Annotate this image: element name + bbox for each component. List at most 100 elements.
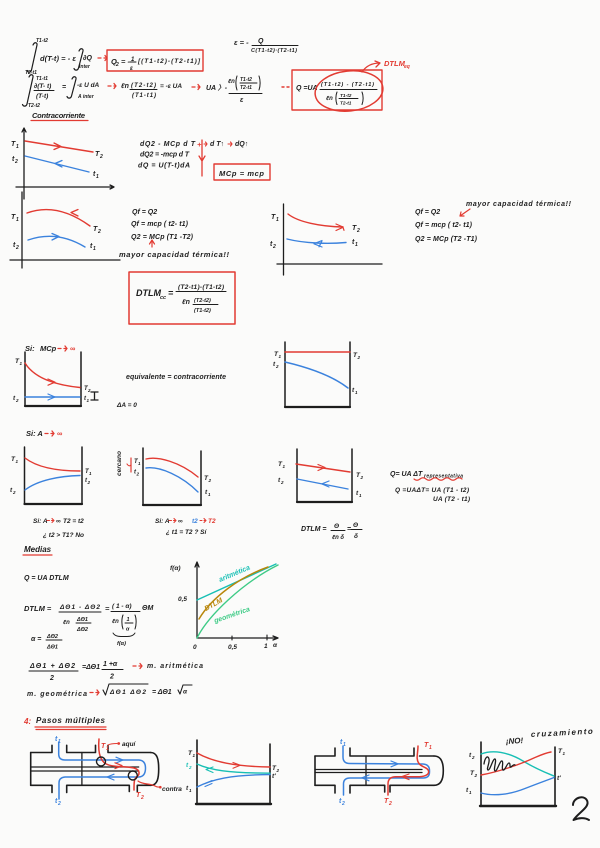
svg-text:MCp: MCp xyxy=(40,344,57,353)
svg-text:UA (T2 - t1): UA (T2 - t1) xyxy=(433,496,470,503)
svg-text:T: T xyxy=(274,351,279,358)
svg-text:1: 1 xyxy=(189,788,192,793)
svg-text:dQ2 - MCp d T: dQ2 - MCp d T xyxy=(140,141,196,148)
svg-text:2: 2 xyxy=(474,773,478,778)
svg-text:Pasos múltiples: Pasos múltiples xyxy=(36,716,106,725)
svg-text:t: t xyxy=(134,470,137,476)
svg-text:T: T xyxy=(558,748,563,755)
svg-text:mayor capacidad térmica!!: mayor capacidad térmica!! xyxy=(466,201,572,208)
svg-text:2: 2 xyxy=(87,480,91,485)
svg-text:T: T xyxy=(271,214,276,221)
svg-text:1: 1 xyxy=(96,174,99,180)
svg-text:2: 2 xyxy=(99,154,103,160)
svg-text:ΔΘ2: ΔΘ2 xyxy=(76,627,88,633)
svg-text:1: 1 xyxy=(355,390,358,395)
svg-text:1: 1 xyxy=(127,617,130,623)
svg-text:Θ: Θ xyxy=(334,523,339,530)
svg-text:UA 〉-: UA 〉- xyxy=(206,83,228,92)
svg-text:Si: A: Si: A xyxy=(26,429,43,438)
svg-text:¿ t1 = T2 ? Sí: ¿ t1 = T2 ? Sí xyxy=(166,529,207,536)
svg-text:∞: ∞ xyxy=(70,344,75,353)
svg-text:1: 1 xyxy=(131,57,135,63)
svg-text:dQ = U(T-t)dA: dQ = U(T-t)dA xyxy=(138,163,190,170)
svg-text:ℓn: ℓn xyxy=(326,96,333,102)
svg-text:∞: ∞ xyxy=(178,518,183,525)
svg-text:mayor capacidad térmica!!: mayor capacidad térmica!! xyxy=(119,250,230,259)
svg-text:ℓn: ℓn xyxy=(112,619,119,625)
svg-text:T: T xyxy=(272,765,277,772)
svg-text:=: = xyxy=(105,604,110,613)
svg-text:Qf = mcp ( t2- t1): Qf = mcp ( t2- t1) xyxy=(131,221,189,228)
svg-text:contra: contra xyxy=(162,786,182,793)
svg-text:2: 2 xyxy=(136,472,140,477)
svg-text:-ε U dA: -ε U dA xyxy=(77,82,100,89)
svg-text:t: t xyxy=(93,171,96,178)
svg-text:1: 1 xyxy=(93,246,96,252)
svg-text:T1-t1: T1-t1 xyxy=(36,76,48,82)
svg-text:(T2-t2): (T2-t2) xyxy=(131,83,156,89)
svg-text:2: 2 xyxy=(208,478,212,483)
svg-text:2: 2 xyxy=(109,674,114,681)
svg-text:t2: t2 xyxy=(192,518,198,525)
svg-text:t: t xyxy=(12,156,15,163)
svg-text:T: T xyxy=(384,798,389,805)
svg-text:t: t xyxy=(205,489,208,496)
svg-text:1: 1 xyxy=(343,742,346,748)
svg-text:2: 2 xyxy=(97,229,101,235)
svg-text:ΔΘ2: ΔΘ2 xyxy=(46,634,58,640)
svg-text:1: 1 xyxy=(276,217,279,223)
svg-text:t: t xyxy=(270,241,273,248)
svg-text:T: T xyxy=(95,151,100,158)
svg-text:ℓn: ℓn xyxy=(181,299,190,306)
svg-text:t: t xyxy=(13,242,16,249)
svg-text:+: + xyxy=(197,140,202,149)
svg-text:1: 1 xyxy=(563,751,566,756)
svg-text:inter: inter xyxy=(79,64,91,70)
svg-text:ΔΘ1: ΔΘ1 xyxy=(46,645,58,651)
svg-text:α =: α = xyxy=(31,636,41,643)
svg-text:T: T xyxy=(424,742,429,749)
svg-text:representativa: representativa xyxy=(424,474,463,480)
svg-text:t: t xyxy=(278,477,281,484)
svg-text:T: T xyxy=(101,743,106,750)
svg-text:m. geométrica: m. geométrica xyxy=(27,691,87,698)
svg-text:1: 1 xyxy=(264,643,268,650)
svg-text:T1-t2: T1-t2 xyxy=(36,38,48,44)
svg-text:Q =UA: Q =UA xyxy=(296,85,318,92)
svg-text:Si: A: Si: A xyxy=(155,518,170,525)
svg-text:( 1 - α): ( 1 - α) xyxy=(112,603,132,610)
svg-text:cc: cc xyxy=(160,295,166,301)
svg-text:ℓn: ℓn xyxy=(120,83,129,90)
svg-text:MCp = mcp: MCp = mcp xyxy=(219,169,264,178)
svg-text:1: 1 xyxy=(89,471,92,476)
svg-text:2: 2 xyxy=(471,755,475,760)
svg-text:1: 1 xyxy=(355,242,358,248)
svg-text:t': t' xyxy=(557,775,561,782)
svg-text:2: 2 xyxy=(140,795,144,801)
svg-text:t: t xyxy=(186,785,189,792)
svg-text:t: t xyxy=(13,395,16,402)
svg-text:(T2-t1)-(T1-t2): (T2-t1)-(T1-t2) xyxy=(178,284,224,291)
svg-text:T2 = t2: T2 = t2 xyxy=(63,518,84,525)
svg-text:A inter: A inter xyxy=(77,94,95,100)
svg-text:2: 2 xyxy=(276,768,280,773)
svg-text:t: t xyxy=(352,387,355,394)
svg-text:0,5: 0,5 xyxy=(178,596,187,603)
svg-text:ΔΘ1 ΔΘ2: ΔΘ1 ΔΘ2 xyxy=(109,689,146,696)
svg-text:4:: 4: xyxy=(23,717,31,726)
svg-text:1: 1 xyxy=(138,461,141,466)
svg-text:cercano: cercano xyxy=(116,451,123,476)
svg-text:2: 2 xyxy=(356,228,360,234)
svg-text:1: 1 xyxy=(429,745,432,751)
svg-text:t: t xyxy=(84,396,87,402)
svg-text:DTLM =: DTLM = xyxy=(301,526,326,533)
svg-text:1: 1 xyxy=(16,144,19,150)
svg-text:α: α xyxy=(273,642,278,649)
svg-text:¡NO!: ¡NO! xyxy=(506,736,524,746)
svg-text:T: T xyxy=(134,459,139,465)
svg-text:T2-t1: T2-t1 xyxy=(240,85,252,91)
svg-text:=ΔΘ1: =ΔΘ1 xyxy=(82,664,100,671)
svg-text:[(T1-t2)-(T2-t1)]: [(T1-t2)-(T2-t1)] xyxy=(137,58,201,65)
svg-text:¿ t2 > T1? No: ¿ t2 > T1? No xyxy=(43,532,84,539)
svg-text:∞: ∞ xyxy=(57,429,62,438)
